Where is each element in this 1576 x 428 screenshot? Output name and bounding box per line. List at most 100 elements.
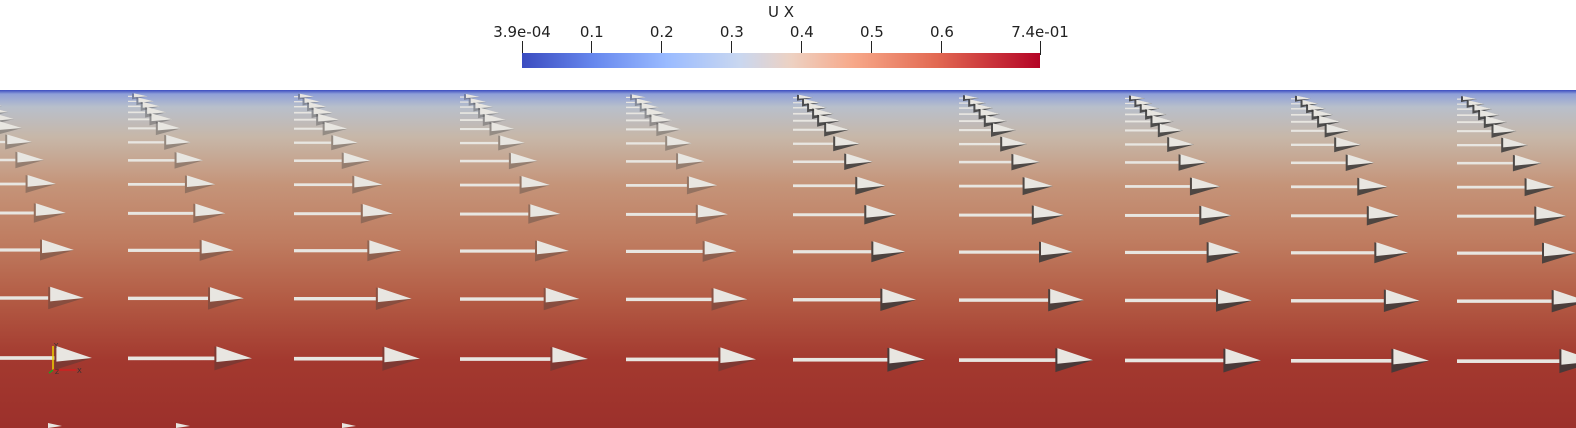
arrow-head xyxy=(1002,136,1027,147)
arrow-shaft xyxy=(626,106,640,109)
arrow-shaft xyxy=(959,113,979,115)
arrow-head xyxy=(545,287,580,303)
arrow-shaft xyxy=(128,296,209,301)
arrow-shaft xyxy=(1125,213,1200,217)
legend-tick-mark xyxy=(801,41,803,55)
arrow-head xyxy=(819,114,841,123)
arrow-head xyxy=(1218,289,1252,304)
arrow-shaft xyxy=(626,101,635,104)
arrow-shaft xyxy=(1291,108,1307,110)
arrow-shaft xyxy=(294,212,361,216)
legend-title: U X xyxy=(767,3,795,21)
arrow-head xyxy=(343,152,371,164)
arrow-shaft xyxy=(793,250,872,254)
arrow-head xyxy=(35,203,66,216)
arrow-head xyxy=(1493,124,1517,134)
arrow-shaft xyxy=(793,160,845,164)
arrow-shaft xyxy=(460,141,499,145)
arrow-head xyxy=(1141,103,1160,110)
arrow-head xyxy=(1136,99,1153,105)
legend-tick-label: 0.3 xyxy=(719,23,744,41)
arrow-head xyxy=(697,204,728,218)
arrow-head xyxy=(48,423,62,428)
arrow-head xyxy=(0,121,22,130)
arrow-head xyxy=(1057,348,1093,364)
arrow-shaft xyxy=(959,250,1039,254)
arrow-shaft xyxy=(1291,129,1325,132)
axes-triad: Y X Z xyxy=(48,342,82,376)
arrow-shaft xyxy=(793,128,825,131)
z-axis-line xyxy=(48,369,54,374)
arrow-shaft xyxy=(460,112,479,114)
arrow-shaft xyxy=(128,127,156,130)
arrow-shaft xyxy=(460,357,551,361)
arrow-head xyxy=(201,239,234,254)
arrow-head xyxy=(1313,109,1333,117)
legend-tick-label: 0.4 xyxy=(789,23,814,41)
arrow-shaft xyxy=(1125,107,1140,110)
arrow-head xyxy=(354,175,383,188)
arrow-head xyxy=(7,134,32,145)
arrow-shaft xyxy=(294,111,312,114)
arrow-shaft xyxy=(1291,98,1295,100)
arrow-head xyxy=(857,176,886,189)
field-background xyxy=(0,90,1576,428)
arrow-head xyxy=(134,93,148,98)
arrow-head xyxy=(304,97,321,103)
arrow-head xyxy=(882,288,917,304)
arrow-shaft xyxy=(626,297,712,302)
arrow-shaft xyxy=(0,158,16,162)
arrow-shaft xyxy=(1125,113,1146,116)
arrow-shaft xyxy=(626,357,719,362)
arrow-shaft xyxy=(128,182,185,186)
arrow-head xyxy=(1308,104,1326,111)
arrow-head xyxy=(369,240,402,254)
arrow-head xyxy=(500,135,525,146)
arrow-head xyxy=(1041,241,1073,256)
arrow-shaft xyxy=(1457,108,1473,110)
arrow-head xyxy=(636,98,653,104)
arrow-shaft xyxy=(1125,298,1217,303)
arrow-head xyxy=(484,114,506,122)
arrow-head xyxy=(814,108,834,116)
arrow-head xyxy=(466,94,480,98)
arrow-shaft xyxy=(959,97,963,99)
arrow-head xyxy=(651,114,673,123)
arrow-head xyxy=(866,205,897,218)
arrow-head xyxy=(324,121,348,131)
velocity-field-view[interactable] xyxy=(0,90,1576,428)
arrow-head xyxy=(151,113,173,122)
arrow-head xyxy=(1050,288,1084,304)
arrow-shaft xyxy=(626,184,687,187)
arrow-shaft xyxy=(294,183,353,187)
arrow-head xyxy=(889,347,925,364)
y-axis-label: Y xyxy=(53,342,59,350)
arrow-head xyxy=(1225,348,1261,365)
arrow-shaft xyxy=(1291,161,1346,165)
arrow-shaft xyxy=(959,142,1001,146)
arrow-head xyxy=(1514,154,1542,166)
arrow-head xyxy=(309,102,327,109)
legend-tick-label: 0.2 xyxy=(649,23,674,41)
arrow-glyphs xyxy=(0,93,1576,428)
arrow-shaft xyxy=(0,248,40,252)
arrow-head xyxy=(475,102,493,109)
arrow-shaft xyxy=(1125,129,1158,132)
arrow-head xyxy=(704,240,737,255)
legend-tick-mark xyxy=(521,41,523,55)
arrow-shaft xyxy=(959,184,1023,188)
arrow-head xyxy=(1468,100,1485,106)
arrow-shaft xyxy=(1291,143,1335,146)
arrow-shaft xyxy=(1125,250,1207,255)
arrow-shaft xyxy=(460,297,544,301)
arrow-head xyxy=(176,152,204,163)
arrow-head xyxy=(975,103,993,110)
arrow-head xyxy=(377,287,412,303)
arrow-head xyxy=(1208,241,1241,256)
arrow-head xyxy=(1385,289,1420,305)
arrow-head xyxy=(1526,178,1555,190)
arrow-shaft xyxy=(460,159,509,163)
arrow-head xyxy=(799,94,813,99)
arrow-shaft xyxy=(128,95,132,97)
arrow-head xyxy=(1013,153,1040,165)
